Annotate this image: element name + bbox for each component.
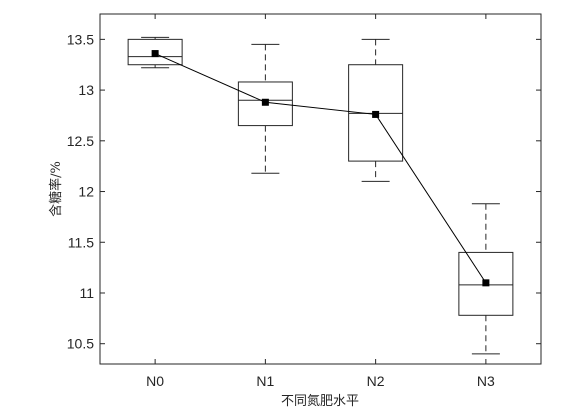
y-tick-label: 12.5 <box>67 133 94 149</box>
y-tick-label: 12 <box>78 184 94 200</box>
mean-marker <box>482 279 490 287</box>
iqr-box <box>458 251 514 316</box>
x-tick-label: N0 <box>146 373 164 389</box>
y-axis-title: 含糖率/% <box>48 161 64 217</box>
box-n0 <box>127 36 183 69</box>
mean-line <box>154 53 487 284</box>
mean-marker <box>261 98 269 106</box>
box-n2 <box>348 38 404 182</box>
mean-marker <box>151 50 159 58</box>
iqr-box <box>237 81 293 127</box>
iqr-box <box>348 64 404 162</box>
y-tick-label: 13.5 <box>67 31 94 47</box>
x-tick-label: N2 <box>367 373 385 389</box>
x-axis-title: 不同氮肥水平 <box>281 394 359 409</box>
box-n3 <box>458 203 514 355</box>
box-n1 <box>237 43 293 174</box>
x-tick-label: N1 <box>256 373 274 389</box>
y-tick-label: 10.5 <box>67 336 94 352</box>
x-tick-label: N3 <box>477 373 495 389</box>
plot-frame <box>99 13 542 365</box>
y-tick-label: 13 <box>78 82 94 98</box>
x-axis: N0 N1 N2 N3 <box>146 14 495 389</box>
box-series <box>127 36 514 355</box>
mean-series <box>151 50 490 287</box>
mean-marker <box>372 110 380 118</box>
y-tick-label: 11.5 <box>68 234 94 250</box>
iqr-box <box>127 38 183 66</box>
y-tick-label: 11 <box>79 285 94 301</box>
y-axis: 10.5 11 11.5 12 12.5 13 13.5 <box>67 31 541 352</box>
plot-area <box>99 13 542 365</box>
